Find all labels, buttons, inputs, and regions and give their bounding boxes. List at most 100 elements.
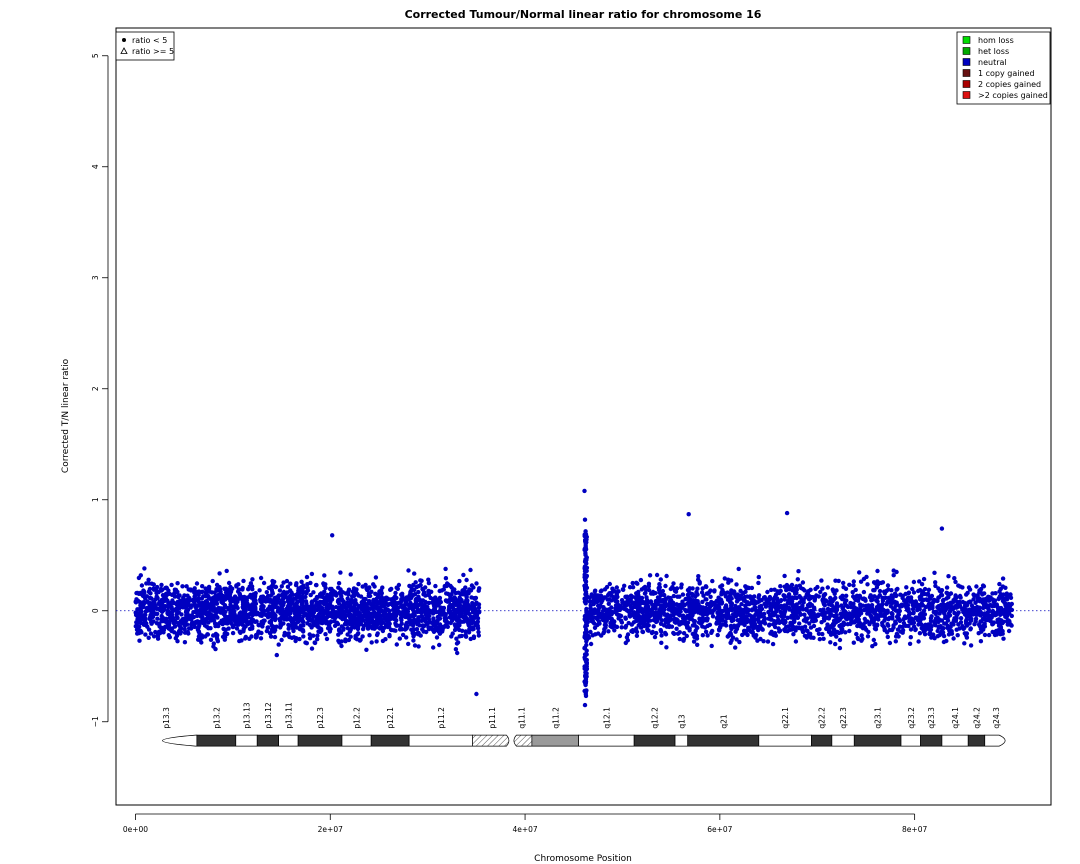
ideogram-band xyxy=(900,734,921,747)
data-point xyxy=(400,605,405,610)
data-point xyxy=(685,601,690,606)
data-point xyxy=(917,594,922,600)
data-point xyxy=(432,623,437,628)
data-point xyxy=(825,615,830,621)
data-point xyxy=(877,588,883,594)
ideogram-band-label: q11.1 xyxy=(518,707,527,729)
data-point xyxy=(141,588,146,593)
data-point xyxy=(941,639,947,645)
chart-title: Corrected Tumour/Normal linear ratio for… xyxy=(405,8,762,21)
data-point xyxy=(457,578,462,584)
data-point xyxy=(623,623,629,629)
data-point xyxy=(736,566,741,572)
data-point xyxy=(871,637,876,643)
data-point xyxy=(307,632,312,637)
data-point xyxy=(441,605,447,611)
data-point xyxy=(680,592,686,597)
data-point xyxy=(689,591,694,596)
data-point xyxy=(416,632,421,637)
data-point xyxy=(360,615,365,620)
data-point xyxy=(825,625,830,630)
data-point xyxy=(728,623,734,629)
data-point xyxy=(946,611,952,616)
data-point xyxy=(336,585,341,590)
data-point xyxy=(849,618,854,623)
data-point xyxy=(279,602,284,607)
data-point xyxy=(612,619,617,624)
data-point xyxy=(285,584,291,589)
data-point xyxy=(998,631,1004,636)
data-point xyxy=(411,620,417,626)
data-point xyxy=(765,639,771,644)
data-point xyxy=(162,595,167,600)
data-point xyxy=(1004,602,1009,608)
data-point xyxy=(715,605,720,611)
data-point xyxy=(412,612,417,618)
data-point xyxy=(355,608,360,613)
data-point xyxy=(893,619,898,624)
data-point xyxy=(589,592,594,597)
data-point xyxy=(208,637,214,642)
data-point xyxy=(990,629,995,635)
data-point xyxy=(305,582,310,587)
data-point xyxy=(222,634,228,640)
data-point xyxy=(238,610,243,615)
data-point xyxy=(280,597,286,602)
data-point xyxy=(375,631,380,636)
data-point xyxy=(831,607,836,612)
data-point xyxy=(261,608,267,613)
data-point xyxy=(975,593,980,598)
data-point xyxy=(295,590,301,596)
ideogram-band-label: p13.13 xyxy=(243,702,252,728)
data-point xyxy=(853,618,859,623)
data-point xyxy=(195,603,201,608)
data-point xyxy=(401,611,407,616)
data-point xyxy=(206,586,212,592)
data-point xyxy=(327,586,333,592)
data-point xyxy=(855,598,861,603)
data-point xyxy=(689,602,694,607)
data-point xyxy=(583,617,588,623)
data-point xyxy=(891,568,896,573)
data-point xyxy=(594,615,600,620)
data-point xyxy=(746,585,752,591)
data-point xyxy=(627,585,633,590)
ideogram-band xyxy=(472,734,510,747)
data-point xyxy=(155,636,161,641)
data-point xyxy=(328,626,333,632)
data-point xyxy=(240,618,245,623)
ideogram-band-label: q21 xyxy=(719,714,728,729)
data-point xyxy=(1008,592,1013,597)
data-point xyxy=(978,626,984,632)
data-point xyxy=(184,606,189,611)
data-point xyxy=(703,629,709,634)
data-point xyxy=(844,593,849,598)
data-point xyxy=(247,603,252,608)
data-point xyxy=(911,620,917,625)
data-point xyxy=(700,619,705,624)
data-point xyxy=(468,567,473,573)
data-point xyxy=(699,590,705,595)
data-point xyxy=(725,597,731,602)
data-point xyxy=(303,640,308,645)
data-point xyxy=(596,593,601,598)
ideogram-band xyxy=(196,734,237,747)
data-point xyxy=(146,635,151,640)
data-point xyxy=(443,616,449,621)
data-point xyxy=(935,598,940,604)
ideogram-band-label: q22.1 xyxy=(781,707,790,729)
data-point xyxy=(157,607,163,613)
data-point xyxy=(222,586,227,591)
data-point xyxy=(789,602,795,607)
data-point xyxy=(827,610,832,615)
data-point xyxy=(621,587,626,592)
data-point xyxy=(692,619,697,624)
data-point xyxy=(762,619,767,624)
data-point xyxy=(889,611,894,616)
data-point xyxy=(590,633,595,638)
data-point xyxy=(772,612,777,617)
data-point xyxy=(790,588,795,593)
data-point xyxy=(866,629,871,635)
data-point xyxy=(940,606,945,611)
data-point xyxy=(638,595,643,601)
